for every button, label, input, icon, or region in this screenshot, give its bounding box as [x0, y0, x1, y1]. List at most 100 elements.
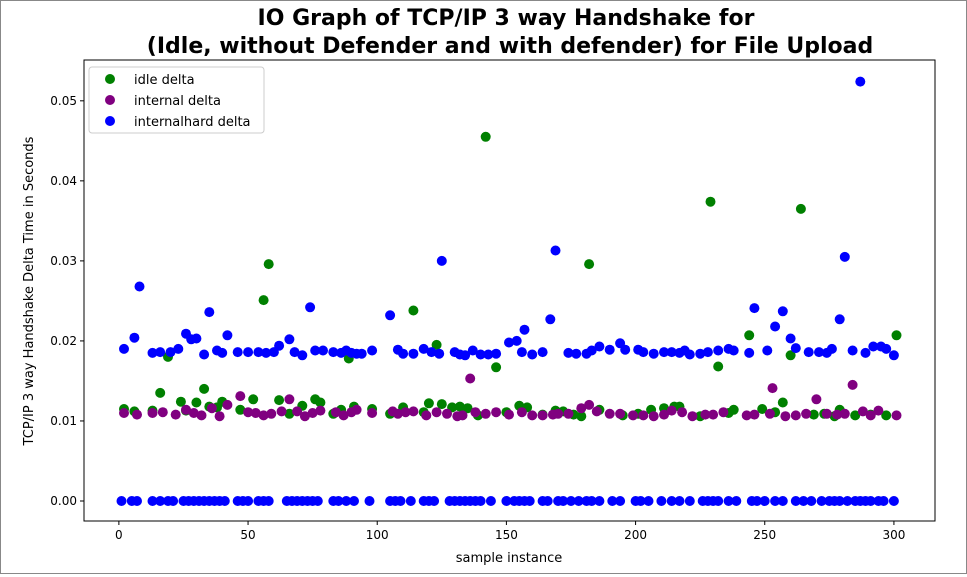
data-point-internalhard-delta: [798, 496, 809, 506]
data-point-internal-delta: [857, 406, 868, 417]
data-point-internal-delta: [421, 410, 432, 421]
data-point-internal-delta: [516, 407, 527, 418]
data-point-internalhard-delta: [349, 496, 359, 506]
data-point-internalhard-delta: [119, 343, 129, 354]
data-point-internalhard-delta: [702, 347, 713, 358]
x-tick-label: 250: [753, 528, 776, 542]
data-point-internalhard-delta: [155, 347, 166, 358]
data-point-internal-delta: [442, 408, 452, 419]
data-point-internalhard-delta: [129, 332, 140, 343]
legend-box: [88, 66, 265, 134]
legend-label: internal delta: [134, 94, 221, 109]
data-point-internal-delta: [243, 407, 254, 418]
data-point-internalhard-delta: [310, 345, 321, 356]
data-point-internal-delta: [266, 408, 277, 419]
data-point-internalhard-delta: [475, 349, 486, 360]
data-point-internalhard-delta: [243, 347, 254, 358]
data-point-internalhard-delta: [563, 347, 574, 358]
data-point-internalhard-delta: [395, 496, 406, 506]
data-point-internalhard-delta: [426, 347, 437, 358]
data-point-internal-delta: [576, 403, 587, 414]
y-tick-label: 0.02: [50, 334, 77, 348]
data-point-internalhard-delta: [132, 496, 142, 506]
data-point-internalhard-delta: [868, 341, 879, 352]
data-point-internal-delta: [666, 405, 677, 416]
data-point-internalhard-delta: [749, 303, 760, 314]
data-point-internalhard-delta: [816, 496, 827, 506]
data-point-idle-delta: [850, 410, 861, 421]
data-point-internal-delta: [457, 410, 468, 421]
data-point-internalhard-delta: [289, 347, 300, 358]
data-point-internalhard-delta: [638, 347, 649, 358]
data-point-internalhard-delta: [571, 348, 582, 359]
data-point-idle-delta: [480, 131, 491, 142]
y-tick-label: 0.03: [50, 254, 77, 268]
data-point-internalhard-delta: [312, 496, 323, 506]
data-point-internalhard-delta: [674, 496, 685, 506]
data-point-internal-delta: [873, 405, 884, 416]
data-point-idle-delta: [274, 395, 285, 406]
data-point-idle-delta: [248, 394, 259, 405]
chart-title-line-1: IO Graph of TCP/IP 3 way Handshake for: [258, 6, 755, 31]
data-point-internalhard-delta: [524, 496, 535, 506]
x-tick-label: 150: [495, 528, 518, 542]
data-point-internal-delta: [431, 407, 442, 418]
data-point-internal-delta: [821, 408, 832, 419]
data-point-internalhard-delta: [341, 496, 352, 506]
y-axis-label: TCP/IP 3 way Handshake Delta Time in Sec…: [22, 136, 37, 446]
legend-marker: [105, 116, 115, 126]
data-point-internalhard-delta: [656, 496, 667, 506]
data-point-internalhard-delta: [333, 496, 344, 506]
data-point-internalhard-delta: [860, 347, 871, 358]
data-point-internal-delta: [865, 410, 876, 421]
data-point-idle-delta: [155, 387, 166, 398]
data-point-idle-delta: [315, 397, 326, 408]
data-point-internalhard-delta: [770, 321, 781, 332]
data-point-internal-delta: [659, 409, 669, 420]
data-point-internal-delta: [764, 408, 775, 419]
data-point-internalhard-delta: [467, 345, 478, 356]
data-point-internalhard-delta: [604, 344, 615, 355]
data-point-idle-delta: [584, 259, 595, 270]
data-point-idle-delta: [891, 330, 902, 341]
data-point-internalhard-delta: [550, 245, 561, 256]
chart-title-line-2: (Idle, without Defender and with defende…: [147, 34, 873, 59]
data-point-internalhard-delta: [405, 496, 416, 506]
data-point-internalhard-delta: [284, 334, 295, 345]
axes-frame: [83, 59, 936, 522]
data-point-internalhard-delta: [785, 333, 796, 344]
data-point-internalhard-delta: [147, 347, 158, 358]
data-point-internalhard-delta: [147, 496, 158, 506]
data-point-idle-delta: [881, 410, 892, 421]
data-point-internalhard-delta: [566, 496, 576, 506]
data-point-internalhard-delta: [558, 496, 569, 506]
data-point-internal-delta: [250, 408, 261, 418]
data-point-internal-delta: [677, 407, 688, 418]
x-tick-label: 200: [624, 528, 647, 542]
data-point-internal-delta: [222, 399, 233, 410]
data-point-internalhard-delta: [165, 347, 176, 358]
data-point-internalhard-delta: [684, 349, 695, 360]
data-point-idle-delta: [728, 404, 739, 415]
data-point-internalhard-delta: [504, 337, 514, 348]
data-point-internalhard-delta: [839, 251, 850, 262]
data-point-idle-delta: [175, 396, 186, 407]
data-point-internalhard-delta: [217, 347, 228, 358]
data-point-internal-delta: [537, 410, 548, 421]
data-point-internal-delta: [527, 410, 538, 421]
data-point-idle-delta: [785, 350, 796, 361]
data-point-internalhard-delta: [814, 347, 824, 358]
data-point-idle-delta: [199, 383, 210, 394]
data-point-idle-delta: [408, 305, 419, 316]
data-point-internalhard-delta: [527, 349, 538, 360]
data-point-internalhard-delta: [881, 343, 892, 354]
data-point-idle-delta: [436, 399, 447, 410]
data-point-idle-delta: [431, 339, 442, 350]
data-point-idle-delta: [235, 404, 246, 415]
data-point-internalhard-delta: [744, 347, 755, 358]
data-point-internal-delta: [299, 411, 310, 422]
data-point-internal-delta: [628, 410, 638, 421]
data-point-internal-delta: [181, 404, 191, 415]
data-point-internalhard-delta: [842, 496, 853, 506]
